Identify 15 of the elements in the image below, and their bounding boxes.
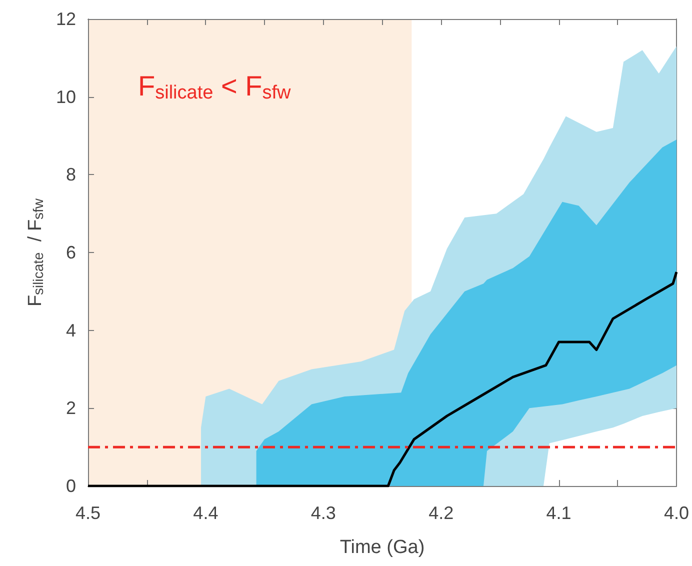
- x-tick-label: 4.5: [75, 503, 101, 523]
- x-tick-label: 4.0: [664, 503, 690, 523]
- y-axis-title: Fsilicate / Fsfw: [25, 198, 46, 307]
- y-tick-label: 6: [66, 242, 76, 262]
- x-tick-label: 4.1: [546, 503, 572, 523]
- x-tick-label: 4.2: [428, 503, 454, 523]
- y-tick-label: 0: [66, 476, 76, 496]
- y-tick-label: 10: [56, 86, 76, 107]
- x-tick-label: 4.4: [193, 503, 218, 523]
- y-tick-label: 12: [56, 9, 76, 29]
- x-axis-title: Time (Ga): [340, 537, 425, 558]
- y-tick-label: 8: [66, 164, 76, 185]
- x-tick-label: 4.3: [310, 503, 336, 523]
- y-tick-label: 2: [66, 398, 76, 418]
- y-tick-label: 4: [66, 320, 76, 340]
